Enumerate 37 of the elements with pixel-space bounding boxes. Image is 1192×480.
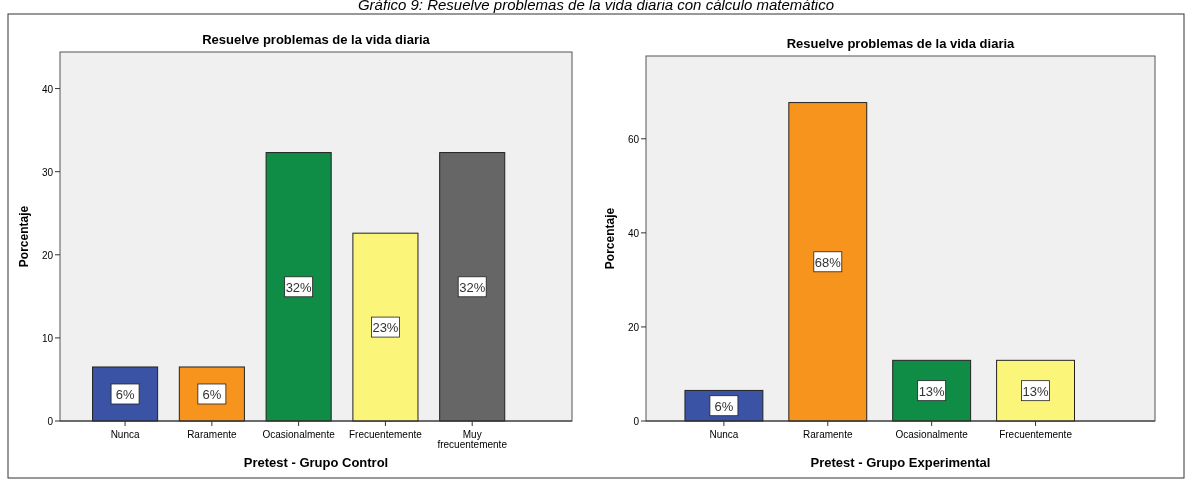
x-tick-label: Frecuentemente (349, 429, 423, 440)
x-tick-label: Nunca (709, 429, 739, 440)
bar (439, 152, 506, 422)
y-tick-label: 0 (47, 416, 54, 427)
x-tick-label: Ocasionalmente (895, 429, 969, 440)
x-tick-label: Frecuentemente (999, 429, 1073, 440)
data-label: 13% (1022, 383, 1049, 399)
chart-title: Resuelve problemas de la vida diaria (202, 32, 431, 47)
y-tick-label: 10 (41, 332, 54, 344)
x-tick-label: Raramente (187, 429, 238, 440)
bar (352, 232, 419, 422)
y-tick-label: 20 (627, 321, 640, 333)
data-label: 6% (714, 398, 734, 414)
x-axis-title: Pretest - Grupo Control (243, 455, 389, 470)
x-tick-label: Raramente (803, 429, 853, 440)
y-tick-label: 40 (627, 227, 640, 239)
y-tick-label: 0 (633, 416, 640, 427)
y-tick-label: 60 (627, 133, 640, 145)
data-label: 13% (918, 383, 946, 399)
chart-title: Resuelve problemas de la vida diaria (786, 36, 1016, 51)
y-tick-label: 40 (41, 83, 54, 95)
bar (788, 102, 868, 422)
x-axis-title: Pretest - Grupo Experimental (810, 455, 991, 470)
x-tick-label: Nunca (110, 429, 140, 440)
y-axis-title: Porcentaje (603, 207, 617, 270)
data-label: 6% (115, 386, 135, 402)
data-label: 32% (285, 279, 313, 295)
x-tick-label: Ocasionalmente (262, 429, 336, 440)
data-label: 6% (202, 386, 222, 402)
data-label: 32% (459, 279, 486, 295)
bar (265, 152, 332, 422)
x-tick-label: Muy frecuentemente (437, 429, 508, 450)
y-axis-title: Porcentaje (17, 205, 31, 268)
y-tick-label: 30 (41, 166, 54, 178)
data-label: 23% (372, 320, 399, 336)
data-label: 68% (814, 254, 842, 270)
y-tick-label: 20 (41, 249, 54, 261)
